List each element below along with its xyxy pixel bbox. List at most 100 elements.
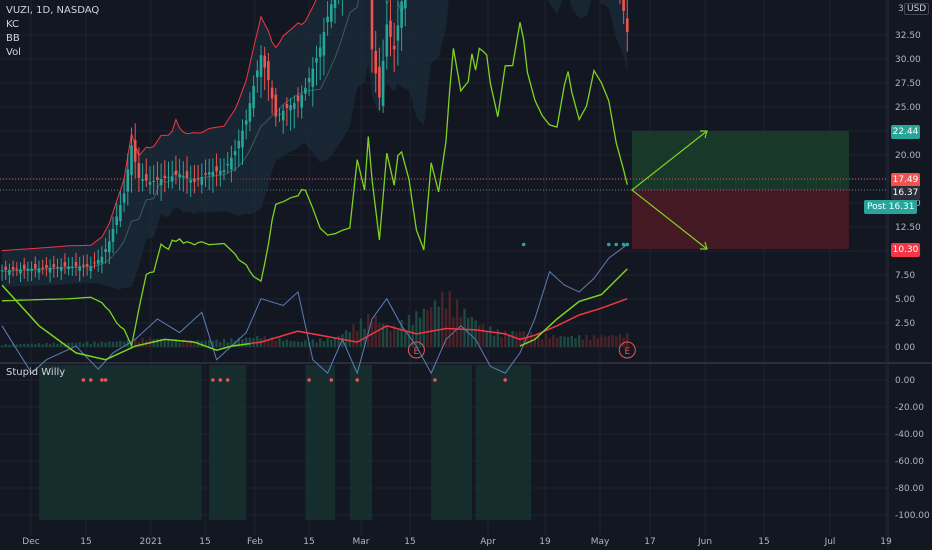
volume-bar-64: [237, 337, 240, 347]
symbol-label[interactable]: VUZI, 1D, NASDAQ: [6, 5, 100, 16]
keltner-fill: [2, 0, 628, 290]
oversold-dot-2: [614, 242, 618, 247]
volume-bar-133: [492, 335, 496, 347]
volume-bar-7: [26, 343, 30, 347]
volume-bar-145: [537, 333, 540, 347]
candle-body-53: [196, 178, 200, 180]
indicator-bb[interactable]: BB: [6, 33, 20, 44]
volume-bar-87: [322, 341, 326, 347]
volume-bar-19: [71, 342, 74, 347]
bull-zone-3: [349, 365, 372, 520]
volume-bar-117: [433, 300, 437, 347]
time-tick-6: Mar: [353, 537, 370, 547]
candle-body-83: [307, 78, 311, 83]
volume-bar-85: [315, 342, 318, 347]
price-tick-8: 25.00: [895, 103, 921, 113]
volume-bar-30: [111, 341, 115, 347]
overbought-dot-5: [218, 378, 223, 382]
osc-tick-4: -80.00: [895, 484, 924, 494]
volume-bar-160: [592, 335, 596, 347]
position-badge: Post 16.31: [864, 200, 918, 214]
volume-bar-165: [611, 335, 614, 347]
volume-bar-137: [507, 334, 511, 347]
volume-bar-123: [455, 299, 459, 347]
volume-bar-159: [589, 339, 592, 347]
candle-body-15: [56, 267, 59, 269]
price-tick-2: 5.00: [895, 295, 915, 305]
volume-bar-92: [341, 334, 344, 347]
price-tick-3: 7.50: [895, 271, 915, 281]
candle-body-56: [207, 172, 211, 175]
volume-bar-20: [74, 343, 78, 347]
volume-bar-116: [430, 307, 433, 347]
volume-bar-158: [585, 335, 588, 347]
volume-bar-82: [304, 340, 307, 347]
volume-bar-95: [352, 324, 355, 347]
volume-bar-109: [404, 330, 407, 347]
volume-bar-164: [607, 335, 610, 347]
overbought-dot-7: [307, 378, 311, 382]
volume-bar-84: [311, 339, 314, 347]
volume-bar-21: [78, 342, 81, 347]
position-label: Post: [867, 202, 886, 212]
candle-body-64: [237, 140, 241, 149]
candle-body-65: [241, 130, 244, 148]
signal-line-bull: [1, 284, 251, 361]
volume-bar-96: [356, 331, 359, 347]
volume-bar-59: [219, 341, 222, 347]
volume-bar-93: [344, 330, 348, 347]
price-tick-10: 30.00: [895, 55, 921, 65]
candle-body-27: [100, 256, 104, 264]
candle-body-19: [71, 266, 74, 268]
osc-tick-0: 0.00: [895, 376, 915, 386]
candle-body-38: [141, 179, 144, 181]
indicator-vol[interactable]: Vol: [6, 47, 21, 58]
candle-body-80: [296, 95, 300, 102]
volume-bar-169: [626, 333, 629, 347]
indicator-kc[interactable]: KC: [6, 19, 19, 30]
candle-body-52: [193, 178, 196, 182]
top-axis-fragment: 3: [898, 4, 904, 14]
volume-bar-119: [441, 291, 444, 347]
volume-bar-0: [0, 345, 4, 347]
volume-bar-89: [330, 339, 333, 347]
volume-bar-16: [60, 342, 63, 347]
candle-body-10: [37, 268, 41, 273]
candle-body-88: [326, 16, 329, 23]
candle-body-50: [185, 171, 189, 179]
target-zone: [632, 131, 849, 190]
candle-body-54: [200, 177, 204, 185]
candle-body-60: [222, 170, 226, 173]
volume-bar-33: [122, 341, 126, 347]
candle-body-4: [15, 268, 19, 270]
candle-body-22: [82, 264, 85, 267]
oversold-dot-3: [621, 242, 626, 247]
candle-body-66: [244, 120, 248, 125]
candle-body-3: [11, 267, 15, 270]
volume-bar-43: [159, 338, 163, 347]
overbought-dot-0: [81, 378, 86, 382]
currency-button[interactable]: USD: [904, 3, 930, 15]
time-tick-10: May: [591, 537, 610, 547]
overbought-dot-2: [100, 378, 104, 382]
volume-bar-78: [289, 341, 292, 347]
candle-body-7: [26, 268, 30, 271]
volume-bar-143: [529, 331, 533, 347]
candle-body-55: [204, 173, 207, 175]
projection-arrows: [631, 130, 708, 250]
volume-bar-29: [108, 341, 111, 347]
candle-body-85: [315, 58, 318, 63]
candle-body-24: [89, 266, 93, 272]
oscillator-name[interactable]: Stupid Willy: [6, 367, 66, 378]
candle-body-11: [41, 267, 44, 269]
candle-body-51: [189, 179, 192, 183]
volume-bar-130: [481, 324, 485, 347]
volume-bar-37: [137, 341, 141, 347]
volume-bar-142: [526, 334, 529, 347]
volume-bar-1: [4, 343, 7, 347]
arrow-head-up: [700, 130, 708, 139]
volume-bar-51: [189, 340, 192, 347]
volume-bar-65: [241, 339, 244, 347]
position-price: 16.31: [888, 202, 915, 212]
